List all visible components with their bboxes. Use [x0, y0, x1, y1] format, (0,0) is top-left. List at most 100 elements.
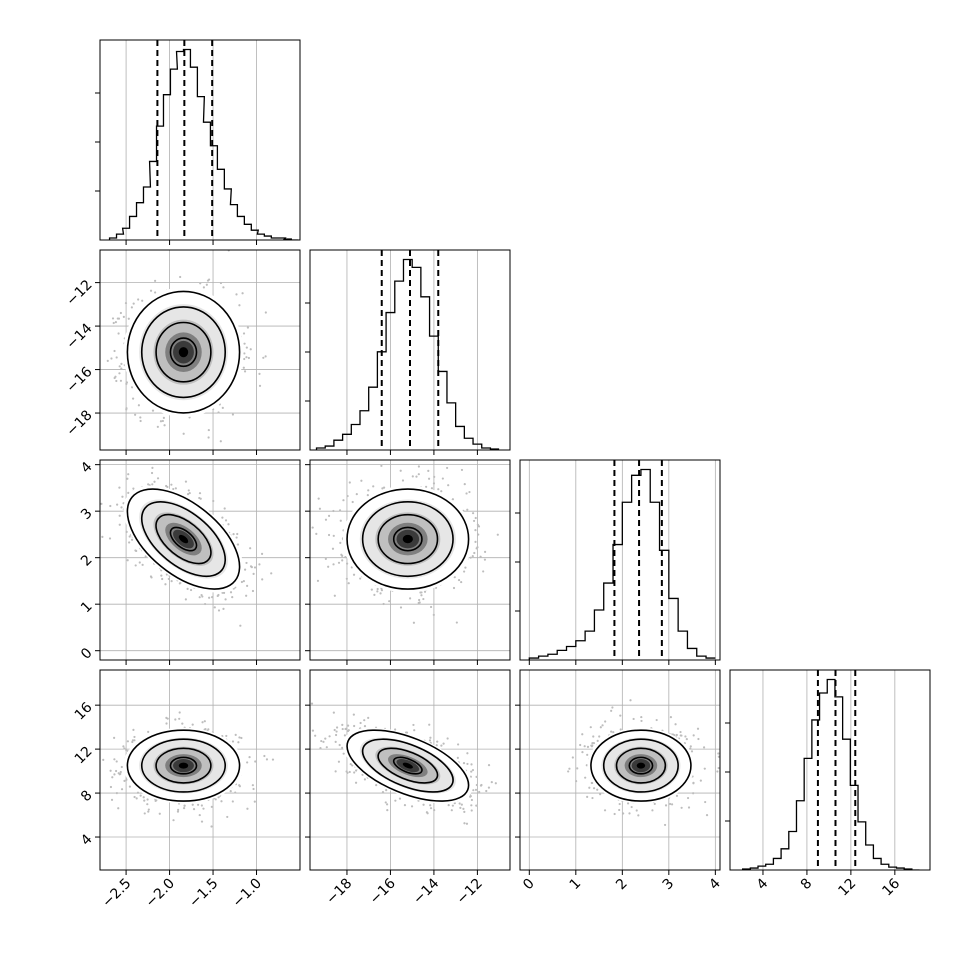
sample-point: [186, 493, 190, 496]
sample-point: [126, 477, 129, 480]
y-tick-label: 4: [78, 831, 96, 849]
sample-point: [208, 596, 211, 599]
sample-point: [119, 770, 122, 774]
sample-point: [463, 810, 466, 813]
sample-point: [399, 606, 403, 609]
sample-point: [465, 492, 468, 495]
sample-point: [222, 286, 225, 289]
sample-point: [496, 533, 499, 536]
sample-point: [120, 367, 123, 370]
sample-point: [346, 562, 349, 565]
sample-point: [328, 735, 331, 738]
sample-point: [242, 366, 245, 369]
y-tick-label: 4: [78, 459, 96, 477]
y-tick-label: 12: [72, 743, 96, 767]
contour-line: [361, 501, 454, 578]
sample-point: [375, 784, 378, 787]
sample-point: [135, 549, 138, 553]
sample-point: [135, 797, 138, 800]
sample-point: [143, 812, 146, 815]
sample-point: [418, 601, 421, 604]
sample-point: [236, 532, 239, 536]
sample-point: [243, 342, 246, 345]
contour-line: [155, 321, 212, 383]
contour-line: [377, 513, 439, 565]
sample-point: [120, 362, 123, 365]
sample-point: [423, 590, 427, 593]
sample-point: [231, 413, 235, 416]
sample-point: [178, 711, 181, 714]
sample-point: [332, 563, 335, 566]
panel-frame: [309, 459, 511, 661]
sample-point: [147, 483, 150, 486]
sample-point: [258, 372, 261, 375]
sample-point: [196, 803, 200, 806]
sample-point: [331, 547, 335, 550]
sample-point: [167, 577, 170, 581]
sample-point: [165, 722, 168, 725]
sample-point: [131, 740, 134, 744]
sample-point: [430, 487, 434, 490]
sample-point: [379, 592, 382, 595]
sample-point: [348, 770, 351, 774]
x-tick-label: −2.0: [143, 876, 178, 911]
sample-point: [188, 491, 191, 495]
sample-point: [124, 301, 128, 305]
sample-point: [354, 781, 358, 784]
sample-point: [131, 739, 134, 742]
sample-point: [370, 588, 373, 591]
sample-point: [271, 758, 275, 761]
sample-point: [457, 743, 460, 746]
sample-point: [245, 346, 248, 349]
sample-point: [380, 464, 383, 467]
y-tick-label: 0: [78, 645, 96, 663]
sample-point: [117, 317, 121, 320]
sample-point: [483, 550, 487, 553]
sample-point: [101, 535, 104, 538]
sample-point: [482, 570, 485, 573]
sample-point: [351, 500, 354, 504]
sample-point: [341, 559, 344, 562]
sample-point: [452, 586, 456, 590]
sample-point: [251, 784, 254, 787]
y-tick-label: −12: [63, 277, 95, 309]
y-tick-label: 3: [78, 506, 96, 524]
sample-point: [139, 419, 142, 423]
sample-point: [126, 559, 129, 562]
sample-point: [351, 764, 354, 767]
sample-point: [192, 808, 196, 811]
sample-point: [372, 485, 375, 488]
sample-point: [473, 551, 476, 555]
grid: [346, 250, 478, 450]
sample-point: [401, 479, 405, 482]
sample-point: [347, 582, 350, 585]
sample-point: [225, 734, 228, 738]
sample-point: [314, 734, 317, 737]
sample-point: [159, 420, 163, 423]
sample-point: [451, 498, 455, 501]
sample-point: [120, 788, 124, 791]
sample-point: [415, 475, 418, 478]
sample-point: [118, 372, 121, 375]
sample-point: [471, 512, 475, 515]
sample-point: [118, 523, 121, 526]
sample-point: [141, 563, 144, 566]
sample-point: [191, 723, 194, 726]
sample-point: [316, 579, 320, 582]
sample-point: [115, 379, 118, 383]
sample-point: [367, 489, 370, 492]
sample-point: [207, 436, 210, 439]
panel-frame: [519, 459, 721, 661]
sample-point: [142, 796, 145, 799]
sample-point: [359, 577, 362, 580]
sample-point: [110, 798, 114, 801]
sample-point: [394, 799, 397, 802]
sample-point: [201, 595, 204, 598]
sample-point: [477, 525, 481, 528]
contour-line: [126, 488, 241, 590]
sample-point: [130, 306, 133, 309]
sample-point: [474, 516, 477, 520]
sample-point: [106, 359, 109, 362]
sample-point: [245, 594, 248, 597]
